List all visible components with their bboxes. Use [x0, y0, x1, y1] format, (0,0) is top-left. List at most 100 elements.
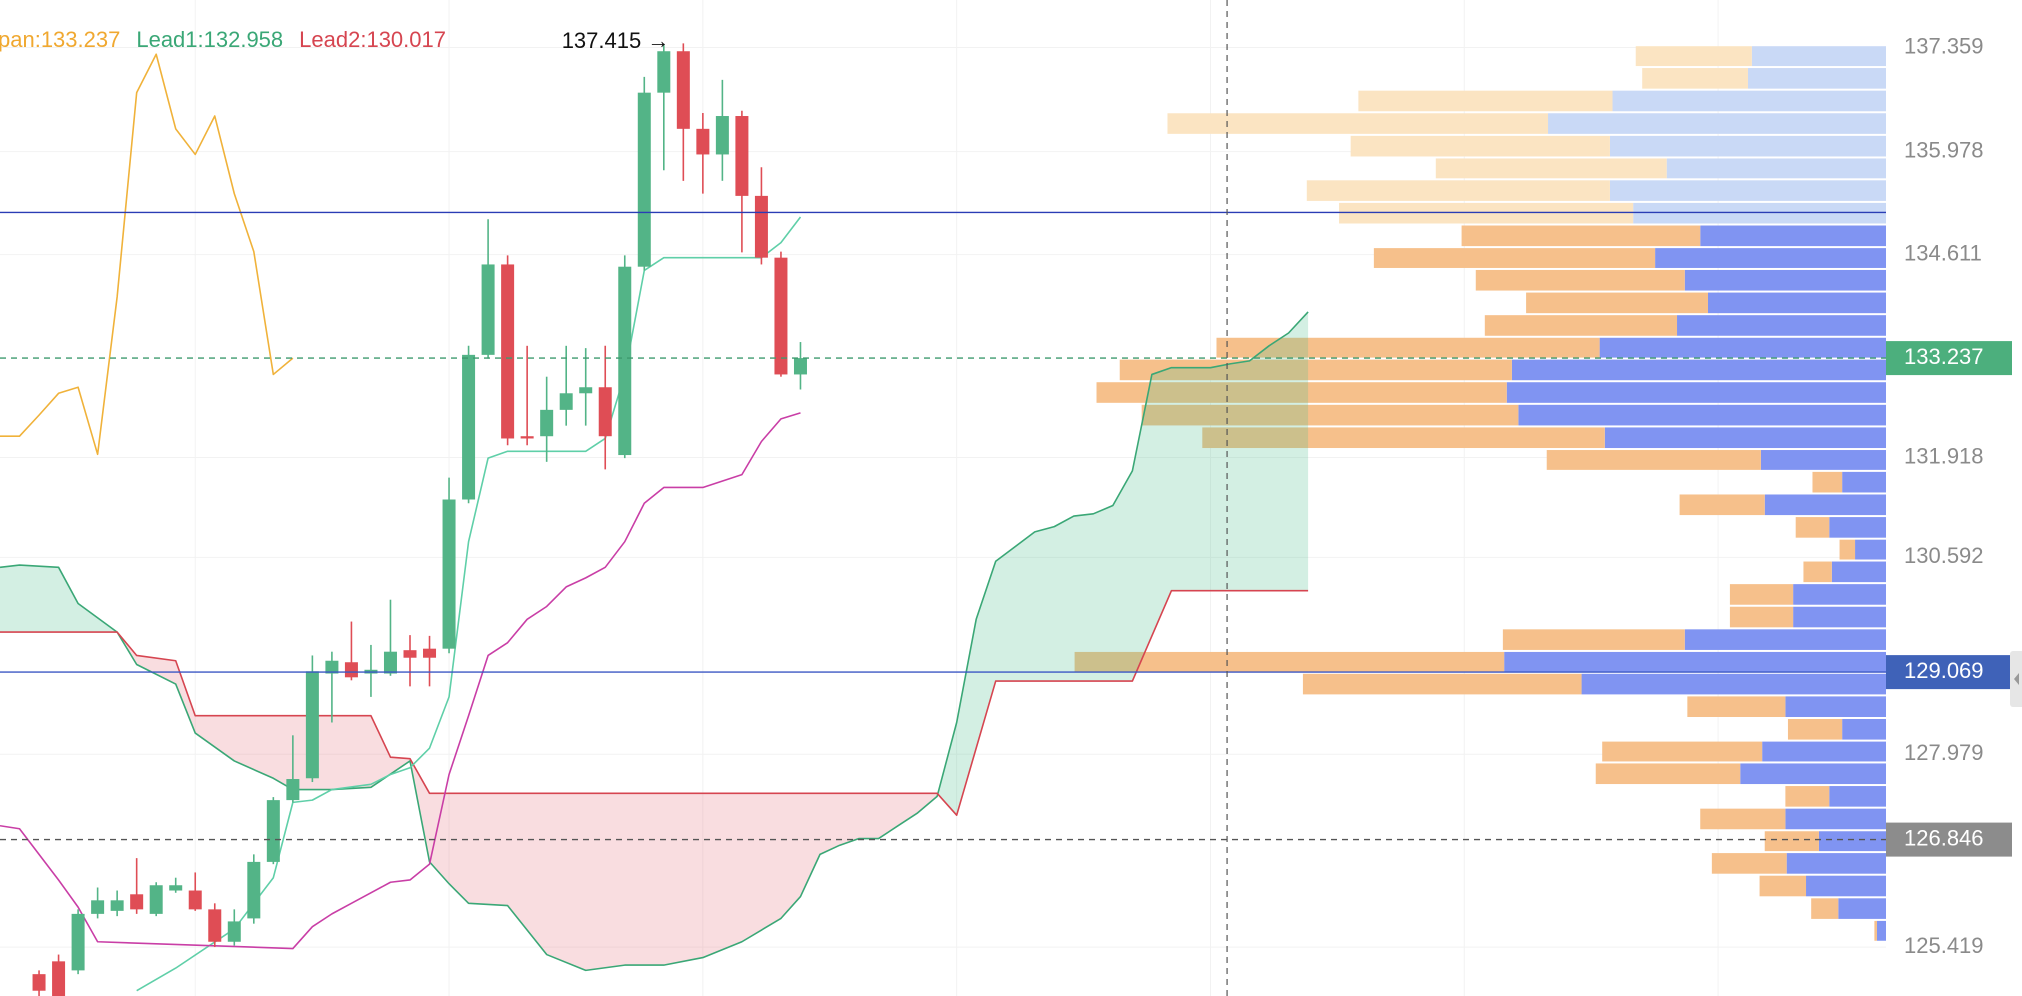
profile-buy-bar [1655, 248, 1886, 268]
profile-sell-bar [1526, 292, 1708, 314]
profile-buy-bar [1764, 494, 1886, 516]
candle-body [754, 195, 768, 258]
profile-sell-bar [1435, 158, 1667, 179]
legend-entry: Lead2:130.017 [299, 27, 446, 52]
candle-body [676, 51, 690, 129]
price-axis: 137.359 135.978 134.611 131.918 130.592 127.9… [1886, 33, 2012, 958]
profile-buy-bar [1609, 180, 1886, 201]
profile-sell-bar [1306, 180, 1610, 201]
candles [32, 43, 807, 996]
profile-sell-bar [1216, 337, 1600, 358]
candle-body [774, 257, 788, 375]
profile-buy-bar [1747, 68, 1886, 89]
price-badge [1886, 341, 2012, 376]
profile-sell-bar [1339, 202, 1634, 224]
candle-body [227, 921, 241, 942]
profile-sell-bar [1302, 673, 1582, 695]
profile-sell-bar [1729, 606, 1794, 628]
y-tick-label: 134.611 [1904, 240, 1982, 265]
profile-sell-bar [1764, 831, 1819, 852]
profile-buy-bar [1876, 920, 1886, 941]
profile-buy-bar [1581, 673, 1886, 695]
cloud-fill-down [117, 632, 938, 971]
profile-buy-bar [1609, 135, 1886, 157]
profile-sell-bar [1484, 315, 1678, 336]
candle-body [735, 116, 749, 196]
profile-sell-bar [1700, 808, 1786, 830]
profile-buy-bar [1785, 808, 1886, 830]
candle-body [403, 650, 417, 658]
profile-sell-bar [1839, 539, 1856, 560]
candle-body [540, 409, 554, 437]
profile-sell-bar [1785, 786, 1830, 807]
y-tick-label: 125.419 [1904, 933, 1984, 958]
profile-buy-bar [1506, 382, 1886, 403]
labels: pan:133.237 Lead1:132.958 Lead2:130.017 137… [0, 27, 669, 53]
candle-body [110, 900, 124, 911]
candle-body [442, 499, 456, 649]
candle-body [559, 393, 573, 410]
lead2-line [0, 589, 1309, 816]
profile-buy-bar [1829, 517, 1886, 538]
candle-body [266, 800, 280, 862]
y-tick-label: 127.979 [1904, 740, 1984, 765]
price-badge-label: 133.237 [1904, 344, 1984, 369]
profile-sell-bar [1595, 763, 1741, 785]
profile-buy-bar [1785, 696, 1886, 717]
profile-buy-bar [1818, 831, 1886, 852]
profile-buy-bar [1786, 853, 1886, 874]
profile-sell-bar [1687, 696, 1786, 717]
profile-sell-bar [1358, 90, 1613, 112]
y-tick-label: 131.918 [1904, 443, 1984, 468]
candle-body [462, 354, 476, 500]
indicator-lines [0, 53, 802, 992]
indicator-line [136, 216, 802, 992]
candle-body [383, 651, 397, 674]
profile-sell-bar [1803, 561, 1832, 583]
candle-body [696, 128, 710, 155]
candle-body [618, 266, 632, 456]
candle-body [130, 894, 144, 910]
profile-sell-bar [1502, 629, 1685, 650]
price-badge-label: 129.069 [1904, 658, 1984, 683]
profile-buy-bar [1838, 898, 1886, 919]
lead1-line [0, 311, 1309, 972]
candle-body [657, 51, 671, 93]
indicator-line [0, 412, 801, 950]
candle-body [481, 264, 495, 355]
profile-sell-bar [1874, 920, 1877, 941]
profile-sell-bar [1787, 718, 1843, 740]
profile-buy-bar [1707, 292, 1886, 314]
profile-buy-bar [1793, 584, 1886, 605]
profile-buy-bar [1760, 450, 1886, 470]
profile-sell-bar [1350, 135, 1610, 157]
candle-body [344, 662, 358, 678]
profile-buy-bar [1740, 763, 1886, 785]
candle-body [71, 913, 85, 971]
grid-layer [0, 0, 1886, 996]
profile-sell-bar [1461, 225, 1701, 247]
profile-sell-bar [1202, 427, 1605, 449]
profile-sell-bar [1711, 853, 1787, 874]
candle-body [715, 116, 729, 155]
y-tick-label: 130.592 [1904, 543, 1984, 568]
profile-sell-bar [1602, 741, 1763, 762]
profile-sell-bar [1167, 113, 1549, 134]
candle-body [598, 387, 612, 437]
profile-sell-bar [1635, 46, 1752, 67]
candle-body [286, 779, 300, 801]
profile-buy-bar [1666, 158, 1886, 179]
profile-buy-bar [1511, 359, 1886, 381]
candle-body [579, 387, 593, 394]
profile-buy-bar [1604, 427, 1886, 449]
volume-profile [1074, 46, 1886, 941]
profile-buy-bar [1700, 225, 1886, 247]
profile-sell-bar [1811, 898, 1839, 919]
candle-body [149, 885, 163, 914]
side-tab[interactable] [2010, 651, 2022, 707]
candle-body [247, 861, 261, 919]
legend-entry: Lead1:132.958 [136, 27, 283, 52]
